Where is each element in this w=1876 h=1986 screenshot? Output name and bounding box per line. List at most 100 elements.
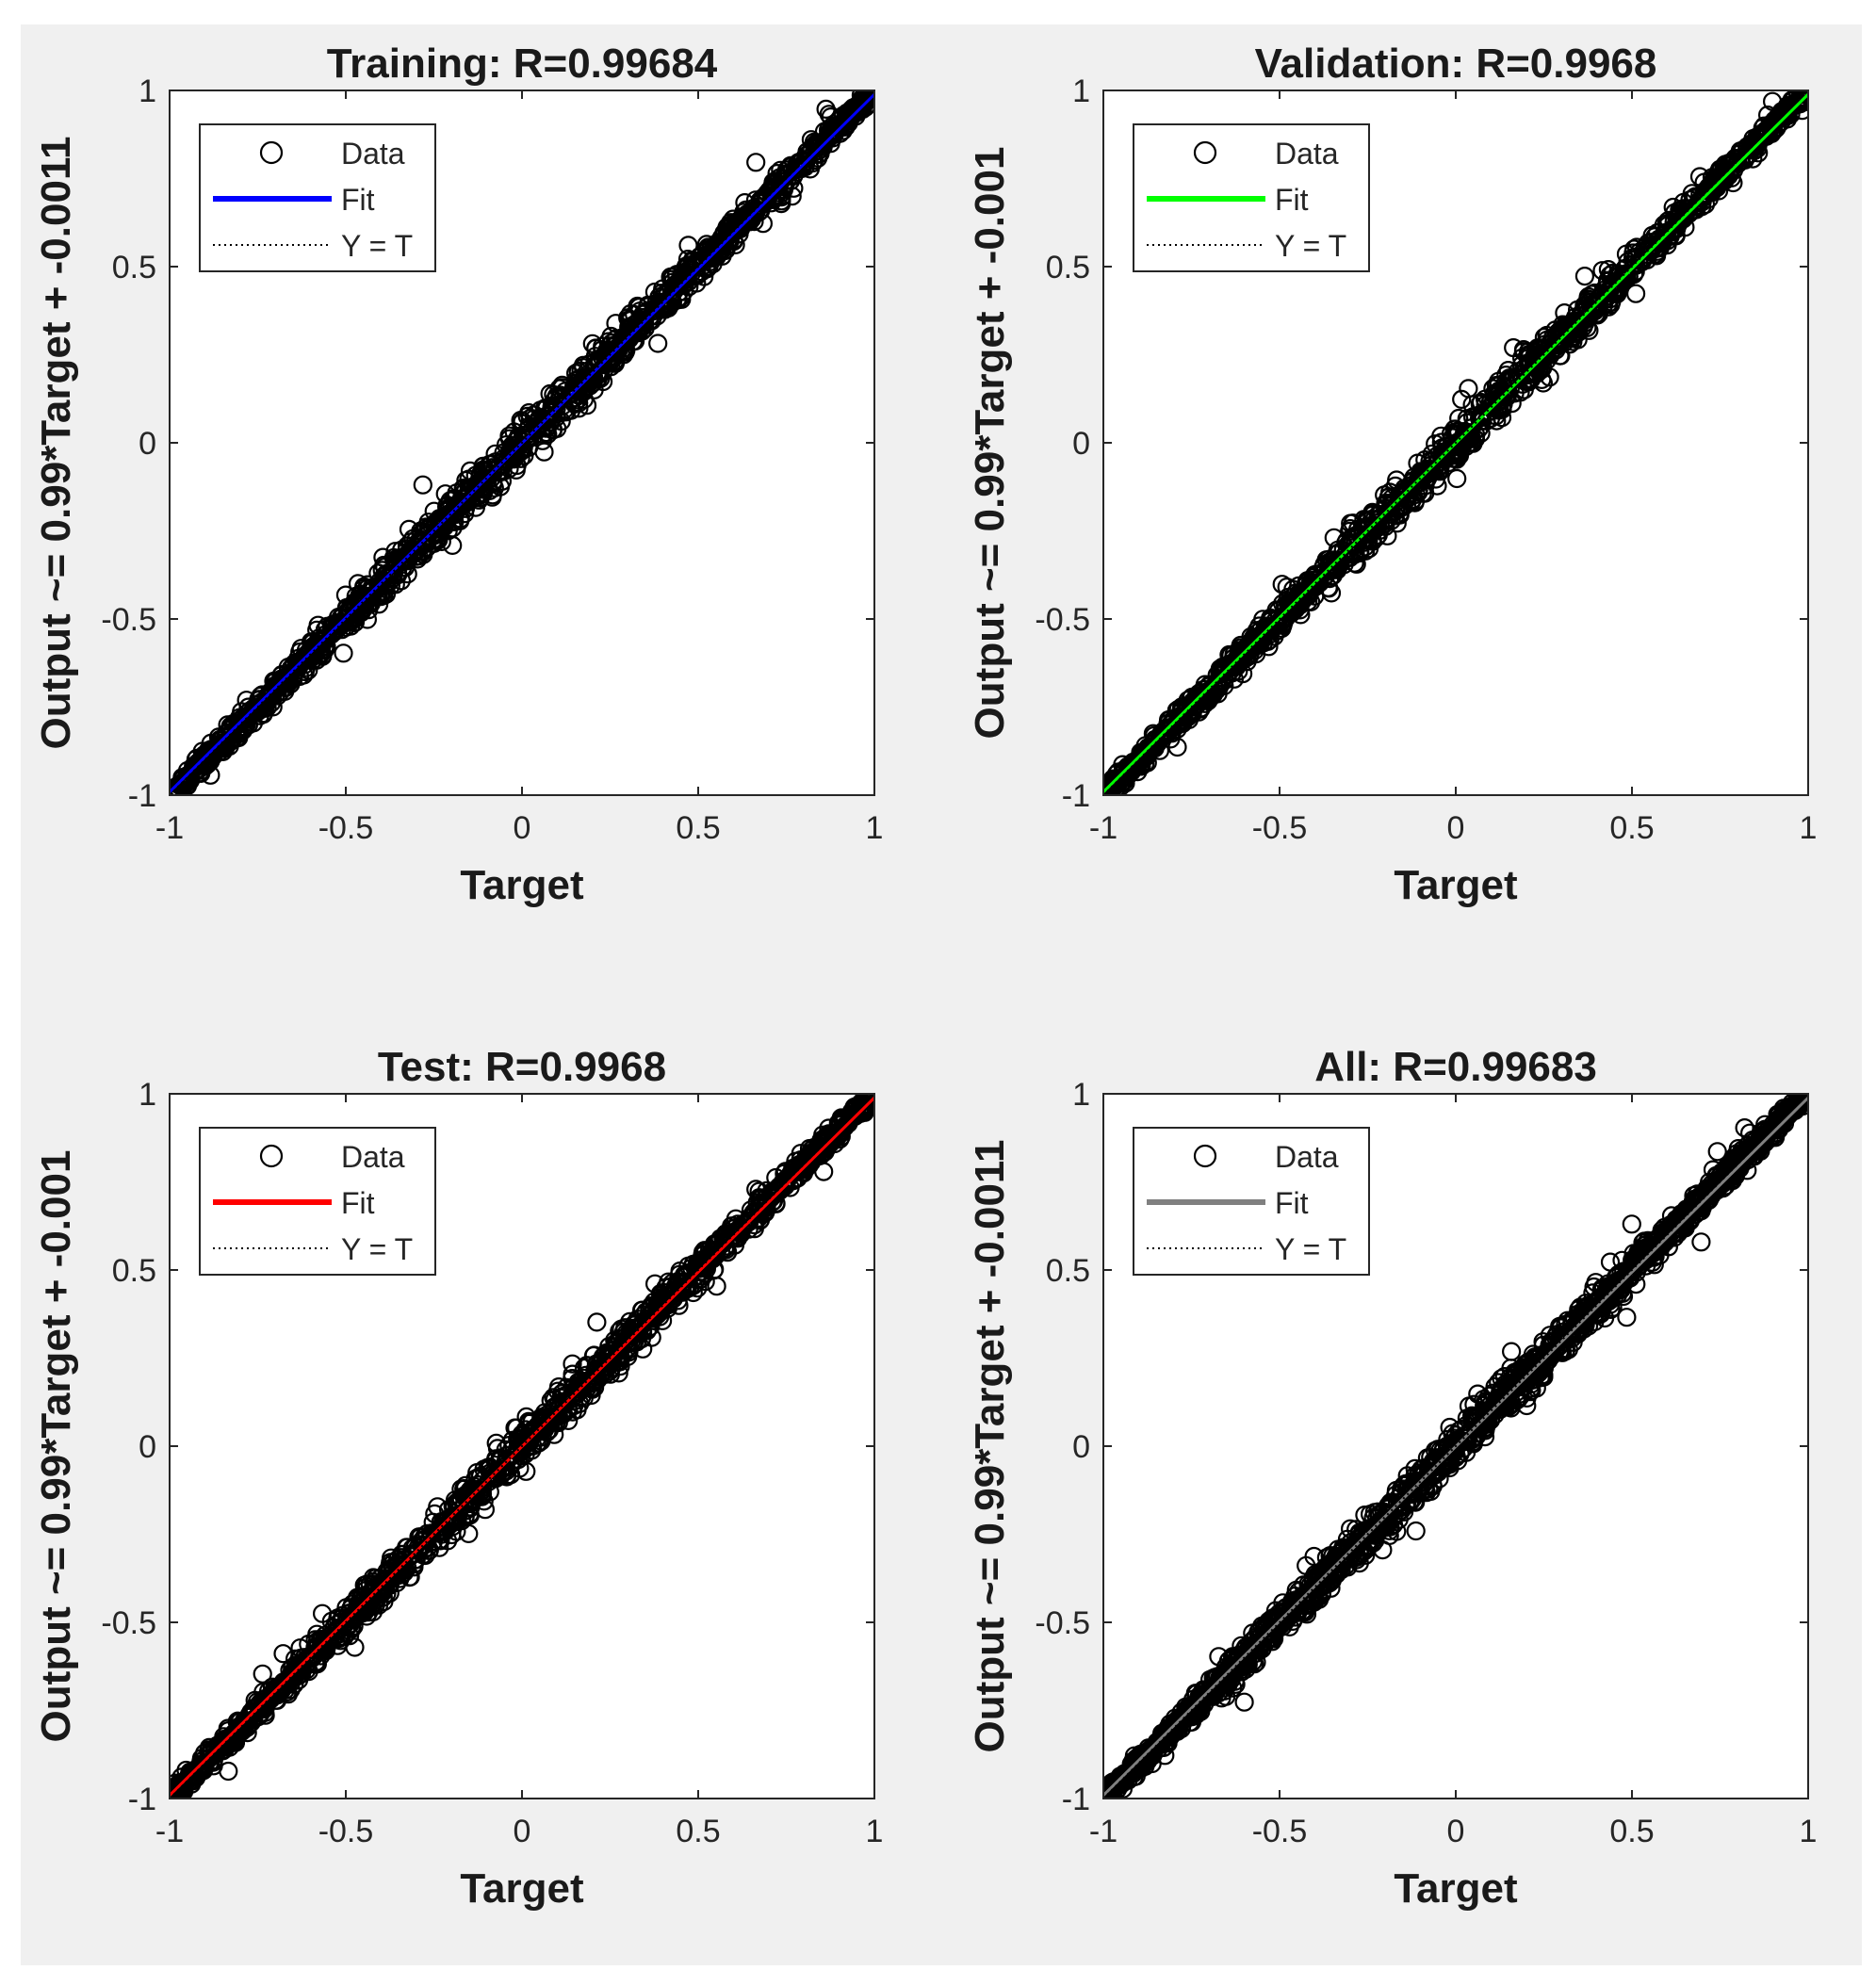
data-point [1379, 505, 1399, 525]
data-point [766, 1167, 786, 1188]
identity-line [1103, 90, 1808, 795]
legend-data-marker [259, 140, 284, 165]
x-tick-label: 1 [866, 1814, 884, 1849]
data-point [220, 1737, 239, 1757]
x-axis-label: Target [460, 862, 584, 908]
data-point [1442, 443, 1461, 463]
data-point [551, 412, 571, 431]
data-point [772, 187, 791, 207]
data-point [482, 1465, 502, 1485]
data-point [444, 489, 464, 509]
y-axis-label: Output ~= 0.99*Target + -0.001 [967, 147, 1013, 740]
data-point [253, 1664, 272, 1684]
data-point [1509, 369, 1529, 389]
data-point [741, 1208, 760, 1228]
data-point [611, 342, 630, 362]
data-point [652, 299, 672, 318]
data-point [1266, 614, 1286, 635]
data-point [1723, 172, 1743, 193]
data-point [295, 655, 315, 675]
data-point [602, 1347, 622, 1367]
data-point [1285, 593, 1305, 612]
identity-line [170, 1094, 874, 1799]
data-layer [170, 90, 874, 795]
data-point [401, 1544, 421, 1564]
x-tick-label: -1 [155, 1814, 184, 1849]
data-point [219, 1761, 238, 1782]
data-point [1103, 780, 1119, 795]
x-tick-label: 0.5 [676, 810, 720, 846]
data-point [819, 105, 839, 124]
data-point [1490, 383, 1509, 403]
data-point [1592, 261, 1612, 281]
data-point [1137, 753, 1157, 773]
y-tick-label: 0.5 [112, 1253, 156, 1289]
y-tick-label: 1 [1072, 73, 1090, 109]
data-point [1135, 745, 1155, 766]
y-tick-label: 1 [139, 1077, 156, 1113]
y-tick-label: 0.5 [1046, 250, 1090, 285]
data-point [308, 615, 328, 635]
data-point [661, 267, 680, 287]
data-point [586, 338, 606, 358]
data-point [482, 487, 502, 507]
data-point [1623, 254, 1643, 274]
data-point [592, 1359, 612, 1378]
data-point [183, 1762, 203, 1782]
data-point [677, 250, 698, 269]
legend-entry-label: Data [341, 1140, 405, 1174]
data-point [1242, 639, 1262, 659]
data-point [430, 1530, 449, 1551]
data-point [313, 1603, 333, 1623]
data-point [1756, 126, 1776, 147]
data-point [642, 1297, 661, 1317]
data-point [195, 1755, 215, 1775]
data-point [746, 153, 766, 172]
data-point [1625, 284, 1646, 303]
data-point [648, 334, 668, 353]
data-point [1167, 737, 1187, 757]
data-point [1427, 476, 1447, 496]
data-point [705, 1246, 726, 1266]
data-point [201, 765, 220, 785]
data-point [542, 1408, 563, 1428]
data-point [237, 709, 256, 729]
data-point [374, 555, 394, 576]
x-tick-label: 0.5 [676, 1814, 720, 1849]
data-point [1472, 406, 1492, 427]
data-point [583, 367, 604, 387]
data-point [1483, 394, 1503, 414]
data-point [354, 1575, 374, 1595]
x-axis-label: Target [460, 1865, 584, 1912]
data-point [1201, 687, 1221, 707]
data-point [446, 1507, 465, 1527]
data-layer [170, 1094, 874, 1799]
data-point [1754, 123, 1774, 144]
y-tick-label: 0 [1072, 426, 1090, 462]
data-point [810, 1136, 830, 1156]
data-point [1279, 598, 1298, 618]
data-point [1555, 303, 1574, 323]
data-point [642, 1327, 661, 1347]
data-point [375, 1576, 395, 1596]
data-point [373, 1587, 393, 1607]
data-point [1662, 222, 1682, 242]
data-point [705, 1260, 725, 1279]
legend-entry-label: Y = T [341, 229, 413, 263]
data-point [171, 1774, 190, 1794]
data-point [770, 168, 790, 187]
data-point [749, 1181, 769, 1201]
data-point [1349, 543, 1369, 563]
data-point [357, 1606, 377, 1626]
legend-data-marker [259, 1144, 284, 1168]
data-point [802, 1152, 822, 1172]
data-point [440, 1513, 460, 1533]
y-tick-label: 0 [139, 1429, 156, 1465]
data-point [791, 1157, 810, 1177]
data-layer [1103, 90, 1808, 795]
data-point [1186, 688, 1206, 708]
data-point [750, 193, 771, 213]
data-point [403, 529, 423, 548]
